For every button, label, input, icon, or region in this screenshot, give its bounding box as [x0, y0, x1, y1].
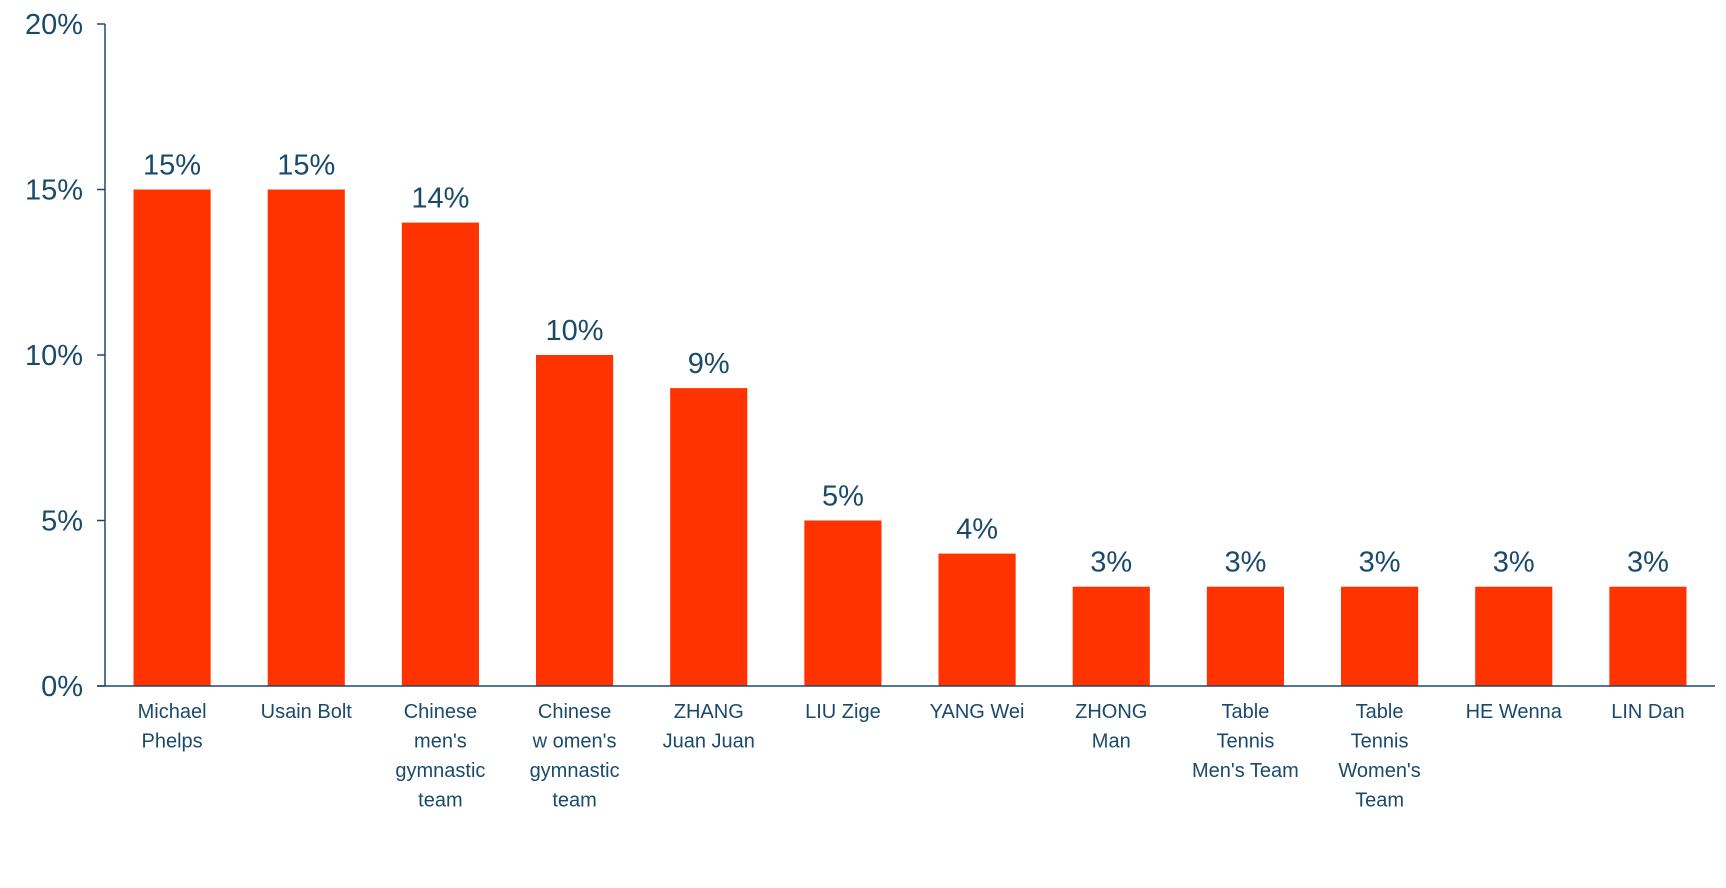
- x-tick-label-line: HE Wenna: [1466, 701, 1563, 723]
- bar: [938, 553, 1016, 686]
- x-tick-label-line: Men's Team: [1192, 760, 1299, 782]
- x-tick-label-line: Man: [1092, 731, 1131, 753]
- y-tick-label: 5%: [41, 506, 83, 538]
- x-tick-label: Usain Bolt: [261, 701, 353, 723]
- data-label: 3%: [1359, 547, 1401, 579]
- bar: [1475, 586, 1553, 686]
- x-tick-label-line: w omen's: [532, 731, 617, 753]
- x-axis: Michael Phelps Usain Bolt Chinese men's gymna…: [97, 685, 1715, 812]
- bar: [804, 520, 882, 686]
- x-tick-label-line: men's: [414, 731, 467, 753]
- x-tick-label-line: team: [552, 790, 596, 812]
- data-label: 3%: [1090, 547, 1132, 579]
- x-tick-label-line: Phelps: [142, 731, 203, 753]
- data-label: 14%: [411, 183, 469, 215]
- bar: [670, 388, 748, 686]
- data-label: 3%: [1224, 547, 1266, 579]
- x-tick-label-line: Women's: [1338, 760, 1420, 782]
- data-labels: 15% 15% 14% 10% 9% 5% 4% 3% 3% 3% 3% 3%: [143, 150, 1669, 579]
- y-tick-label: 15%: [25, 175, 83, 207]
- x-tick-label-line: Tennis: [1351, 731, 1409, 753]
- data-label: 4%: [956, 514, 998, 546]
- bar: [1341, 586, 1419, 686]
- x-tick-label-line: Chinese: [404, 701, 477, 723]
- x-tick-label: Chinese men's gymnastic team: [395, 701, 485, 812]
- data-label: 3%: [1627, 547, 1669, 579]
- x-tick-label: Table Tennis Men's Team: [1192, 701, 1299, 782]
- bar: [267, 189, 345, 686]
- x-tick-label: YANG Wei: [930, 701, 1025, 723]
- x-tick-label-line: Table: [1222, 701, 1270, 723]
- x-tick-label-line: ZHANG: [674, 701, 744, 723]
- x-tick-label: HE Wenna: [1466, 701, 1563, 723]
- y-tick-label: 0%: [41, 671, 83, 703]
- x-tick-label-line: YANG Wei: [930, 701, 1025, 723]
- x-tick-label-line: Team: [1355, 790, 1404, 812]
- x-tick-label: LIU Zige: [805, 701, 881, 723]
- x-tick-label-line: LIN Dan: [1611, 701, 1684, 723]
- data-label: 9%: [688, 348, 730, 380]
- x-tick-label: Chinese w omen's gymnastic team: [530, 701, 620, 812]
- x-tick-label-line: gymnastic: [530, 760, 620, 782]
- x-tick-label-line: LIU Zige: [805, 701, 881, 723]
- x-tick-label-line: team: [418, 790, 462, 812]
- x-tick-label-line: Juan Juan: [663, 731, 755, 753]
- x-tick-label-line: ZHONG: [1075, 701, 1147, 723]
- x-tick-label: Table Tennis Women's Team: [1338, 701, 1420, 812]
- x-tick-label: ZHONG Man: [1075, 701, 1147, 753]
- data-label: 15%: [277, 150, 335, 182]
- bar: [536, 355, 614, 686]
- y-tick-label: 20%: [25, 9, 83, 41]
- x-tick-label: Michael Phelps: [138, 701, 207, 753]
- x-tick-label-line: Table: [1356, 701, 1404, 723]
- bar: [133, 189, 211, 686]
- x-tick-label: LIN Dan: [1611, 701, 1684, 723]
- data-label: 15%: [143, 150, 201, 182]
- x-tick-label: ZHANG Juan Juan: [663, 701, 755, 753]
- data-label: 5%: [822, 481, 864, 513]
- data-label: 3%: [1493, 547, 1535, 579]
- bar: [1609, 586, 1687, 686]
- data-label: 10%: [546, 315, 604, 347]
- y-tick-label: 10%: [25, 340, 83, 372]
- bar: [401, 222, 479, 686]
- bars: [133, 189, 1687, 686]
- bar: [1072, 586, 1150, 686]
- x-tick-label-line: Usain Bolt: [261, 701, 353, 723]
- x-tick-label-line: Chinese: [538, 701, 611, 723]
- y-axis: 0% 5% 10% 15% 20%: [25, 9, 106, 703]
- bar: [1206, 586, 1284, 686]
- x-tick-label-line: Michael: [138, 701, 207, 723]
- x-tick-label-line: Tennis: [1217, 731, 1275, 753]
- x-tick-label-line: gymnastic: [395, 760, 485, 782]
